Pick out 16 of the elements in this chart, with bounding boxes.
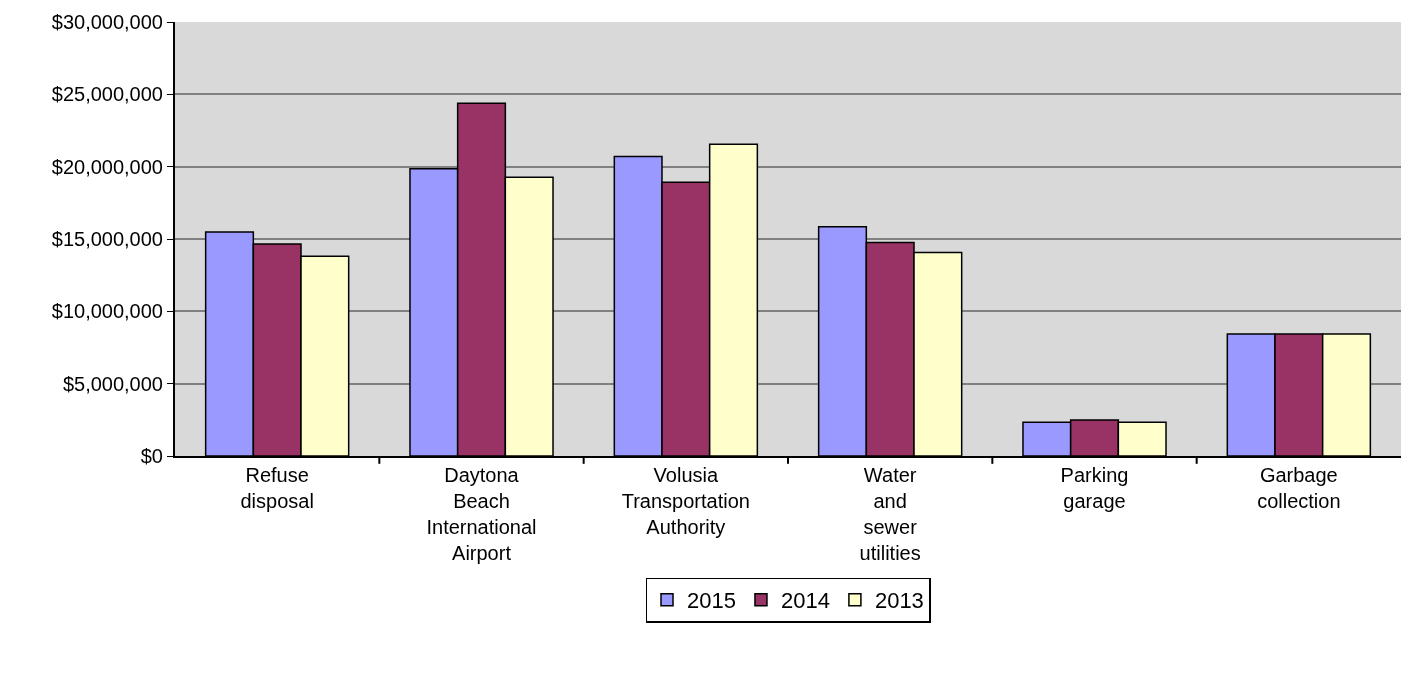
y-tick-label: $15,000,000 (51, 228, 163, 250)
y-tick-label: $25,000,000 (51, 83, 163, 106)
y-tick-label: $5,000,000 (62, 372, 163, 395)
y-tick-label: $0 (140, 445, 163, 467)
x-tick-label: Refuse disposal (240, 464, 314, 512)
y-tick-label: $30,000,000 (51, 11, 163, 33)
x-tick-label: Water and sewer utilities (859, 464, 921, 564)
y-tick-label: $10,000,000 (51, 300, 163, 323)
x-tick-label: Volusia Transportation Authority (621, 464, 750, 538)
x-tick-label: Daytona Beach International Airport (426, 464, 537, 564)
x-tick-label: Garbage collection (1257, 464, 1341, 512)
legend-label: 2013 (874, 588, 924, 614)
legend-label: 2015 (687, 588, 736, 614)
legend-label: 2014 (780, 588, 830, 614)
y-tick-label: $20,000,000 (51, 155, 163, 178)
x-tick-label: Parking garage (1060, 464, 1129, 512)
